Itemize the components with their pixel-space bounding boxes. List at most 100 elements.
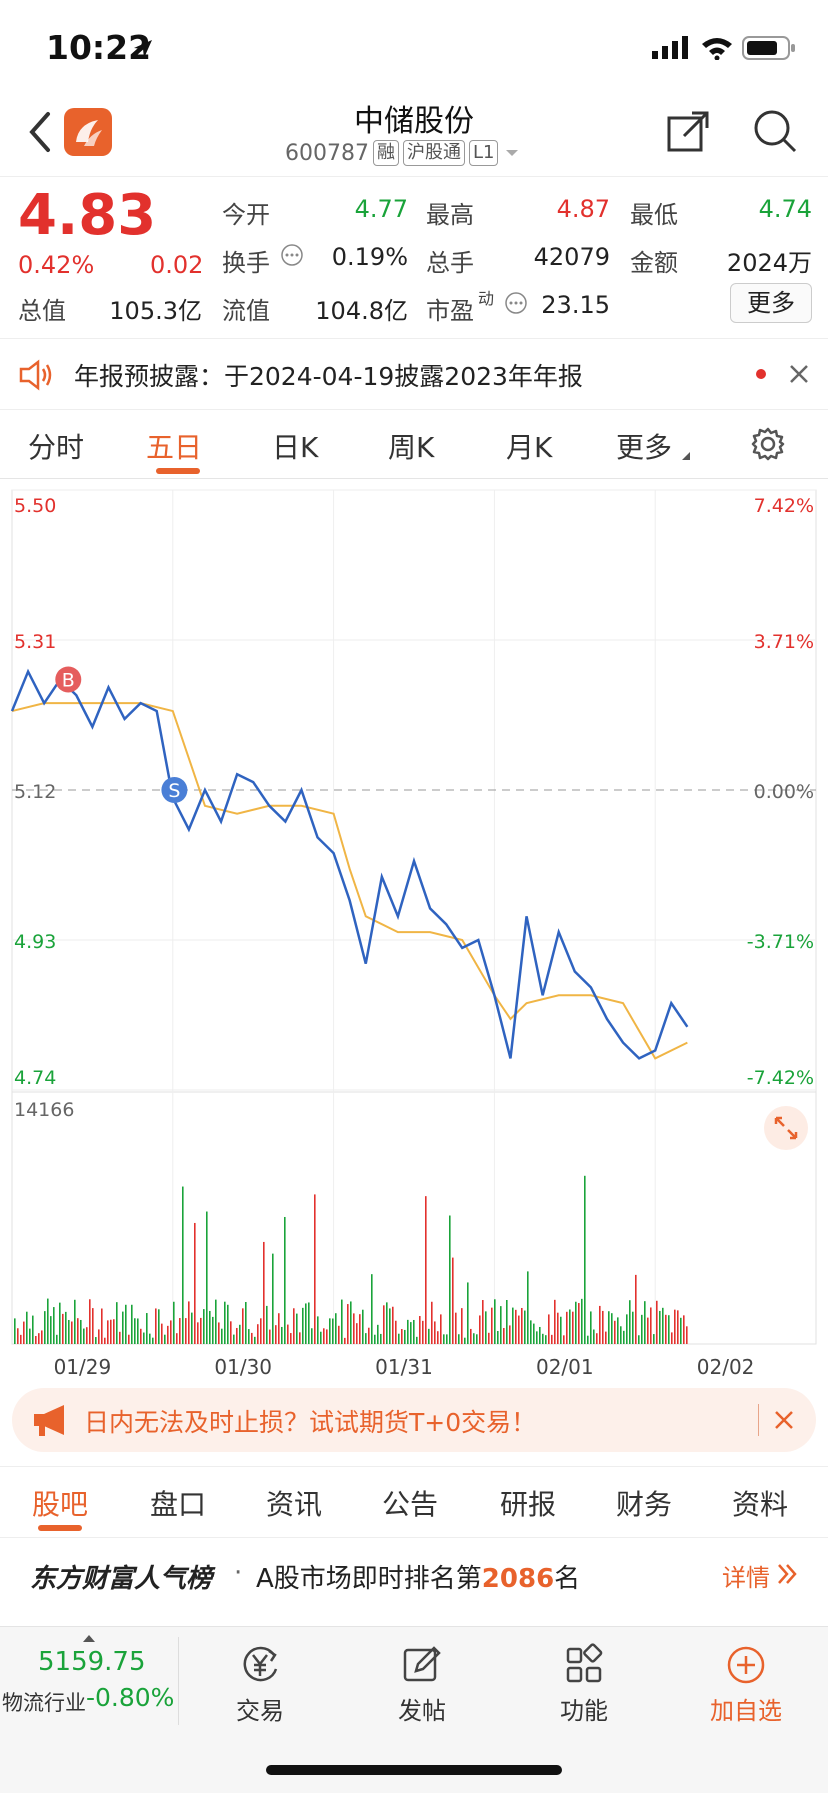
volume-bar (296, 1313, 298, 1344)
share-icon[interactable] (666, 108, 712, 154)
tab-more[interactable]: 更多 (616, 431, 673, 464)
tab-news[interactable]: 资讯 (266, 1488, 323, 1521)
volume-bar (140, 1328, 142, 1344)
volume-bar (560, 1316, 562, 1344)
high-label: 最高 (426, 201, 474, 229)
volume-bar (653, 1334, 655, 1344)
volume-bar (494, 1299, 496, 1344)
volume-bar (224, 1301, 226, 1344)
x-axis-label: 02/01 (536, 1355, 594, 1378)
volume-bar (119, 1331, 121, 1344)
post-label: 发帖 (398, 1697, 446, 1725)
volume-bar (122, 1311, 124, 1344)
rank-brand: 东方财富人气榜 (30, 1564, 213, 1594)
home-indicator (266, 1765, 562, 1775)
tab-research[interactable]: 研报 (500, 1488, 557, 1521)
volume-bar (239, 1324, 241, 1344)
volume-bar (665, 1314, 667, 1344)
volume-bar (614, 1320, 616, 1344)
volume-bar (278, 1313, 280, 1344)
buy-marker[interactable] (55, 666, 82, 693)
tab-monthly-k[interactable]: 月K (506, 431, 553, 464)
functions-button[interactable]: 功能 (524, 1643, 644, 1726)
tab-five-day[interactable]: 五日 (146, 431, 203, 464)
volume-bar (368, 1327, 370, 1344)
volume-bar (269, 1329, 271, 1344)
volume-bar (206, 1211, 208, 1344)
volume-bar (449, 1215, 451, 1344)
popularity-rank-row[interactable]: 东方财富人气榜 · A股市场即时排名第2086名 详情 (0, 1540, 828, 1610)
futures-ad-banner[interactable]: 日内无法及时止损？试试期货T+0交易！ (12, 1388, 816, 1452)
industry-index[interactable]: 5159.75 物流行业 -0.80% (0, 1627, 178, 1747)
volume-bar (158, 1309, 160, 1344)
post-button[interactable]: 发帖 (362, 1643, 482, 1726)
y-axis-left-label: 4.93 (14, 931, 56, 953)
notice-text: 年报预披露：于2024-04-19披露2023年年报 (74, 362, 583, 391)
add-watchlist-button[interactable]: 加自选 (686, 1643, 806, 1726)
back-icon[interactable] (26, 110, 54, 154)
volume-bar (671, 1332, 673, 1344)
volume-bar (107, 1320, 109, 1344)
volume-bar (563, 1335, 565, 1344)
volume-bar (14, 1318, 16, 1344)
volume-bar (515, 1309, 517, 1344)
volume-bar (245, 1301, 247, 1344)
volume-bar (287, 1324, 289, 1344)
rank-detail-link[interactable]: 详情 (722, 1564, 770, 1592)
tab-daily-k[interactable]: 日K (272, 431, 319, 464)
tab-profile[interactable]: 资料 (732, 1488, 789, 1521)
volume-bar (512, 1307, 514, 1344)
tab-announcements[interactable]: 公告 (382, 1488, 439, 1521)
index-value: 5159.75 (38, 1647, 146, 1677)
market-cap-value: 105.3亿 (109, 297, 202, 325)
volume-bar (404, 1329, 406, 1344)
tab-order-book[interactable]: 盘口 (150, 1488, 207, 1521)
status-time: 10:22 (46, 28, 152, 67)
volume-bar (347, 1304, 349, 1344)
info-icon[interactable] (280, 243, 304, 267)
close-icon[interactable] (788, 363, 810, 385)
close-icon[interactable] (774, 1410, 794, 1430)
volume-bar (236, 1327, 238, 1344)
volume-bar (290, 1333, 292, 1344)
search-icon[interactable] (752, 108, 798, 154)
gear-icon[interactable] (750, 426, 786, 462)
volume-bar (29, 1328, 31, 1344)
megaphone-icon (34, 1405, 64, 1436)
info-icon[interactable] (504, 291, 528, 315)
volume-bar (104, 1337, 106, 1344)
volume-bar (74, 1299, 76, 1344)
notice-bar[interactable]: 年报预披露：于2024-04-19披露2023年年报 (0, 338, 828, 410)
trade-button[interactable]: 交易 (200, 1643, 320, 1726)
volume-bar (167, 1325, 169, 1344)
volume-bar (155, 1308, 157, 1344)
volume-bar (338, 1325, 340, 1344)
volume-bar (350, 1301, 352, 1344)
volume-bar (521, 1307, 523, 1344)
volume-bar (545, 1335, 547, 1344)
volume-bar (683, 1315, 685, 1344)
expand-chart-button[interactable] (764, 1106, 808, 1150)
compose-icon (403, 1646, 441, 1682)
volume-bar (281, 1326, 283, 1344)
volume-bar (71, 1321, 73, 1344)
volume-bar (620, 1326, 622, 1344)
more-quote-button[interactable]: 更多 (730, 283, 812, 323)
volume-bar (467, 1282, 469, 1344)
tab-guba[interactable]: 股吧 (32, 1488, 89, 1521)
dropdown-caret-icon[interactable] (502, 146, 522, 160)
tab-weekly-k[interactable]: 周K (388, 431, 435, 464)
quote-panel: 4.83 0.42% 0.02 今开 4.77 最高 4.87 最低 4.74 … (0, 176, 828, 337)
volume-bar (47, 1298, 49, 1344)
volume-bar (251, 1332, 253, 1344)
volume-bar (623, 1330, 625, 1344)
volume-bar (44, 1311, 46, 1344)
tab-finance[interactable]: 财务 (616, 1488, 673, 1521)
sell-marker[interactable] (161, 777, 188, 803)
volume-bar (590, 1311, 592, 1344)
volume-bar (92, 1308, 94, 1344)
index-change: -0.80% (86, 1683, 175, 1712)
tab-intraday[interactable]: 分时 (28, 431, 85, 464)
volume-bar (416, 1336, 418, 1344)
five-day-chart[interactable]: 5.50 7.42% 5.31 3.71% 5.12 0.00% 4.93 -3.71% 4.7… (0, 478, 828, 1378)
